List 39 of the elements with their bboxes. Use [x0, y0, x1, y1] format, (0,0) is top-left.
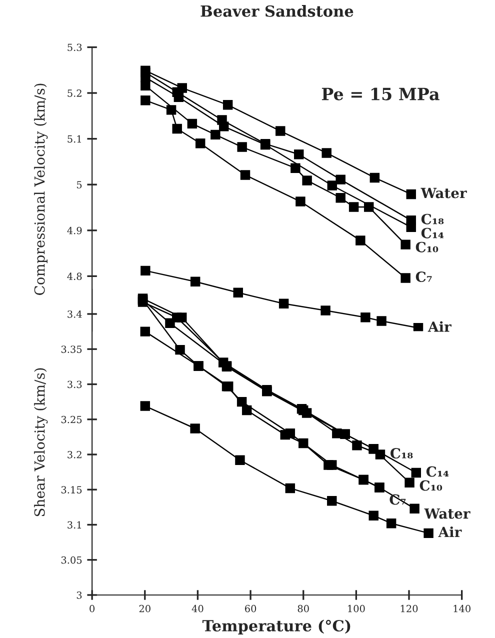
series-label: C₁₀ [420, 480, 442, 491]
x-tick-label: 0 [90, 604, 95, 612]
series-label: Water [424, 508, 470, 519]
x-axis-title: Temperature (°C) [202, 620, 350, 634]
series-label: C₁₈ [390, 448, 413, 459]
y-tick-label: 3.3 [68, 380, 82, 388]
series-label: Air [428, 321, 452, 332]
y-axis-title: Compressional Velocity (km/s) [34, 84, 48, 295]
x-tick-label: 20 [139, 604, 150, 612]
series-label: C₇ [416, 272, 432, 282]
y-tick-label: 4.8 [67, 272, 82, 280]
series-label: C₁₄ [426, 466, 449, 477]
y-tick-label: 5.3 [68, 44, 82, 52]
y-axis-title: Shear Velocity (km/s) [34, 368, 48, 516]
y-tick-label: 3.1 [68, 521, 81, 529]
series-label: C₁₈ [421, 214, 444, 224]
y-tick-label: 4.9 [67, 226, 82, 234]
y-tick-label: 3.35 [61, 346, 82, 353]
y-tick-label: 5.1 [68, 135, 81, 143]
x-tick-label: 40 [192, 604, 204, 612]
series-label: Water [420, 188, 467, 198]
x-tick-label: 80 [298, 604, 309, 612]
x-tick-label: 100 [348, 604, 365, 612]
y-tick-label: 3.15 [61, 486, 82, 494]
x-tick-label: 60 [245, 604, 256, 612]
y-tick-label: 3.2 [68, 450, 82, 458]
y-tick-label: 3.05 [61, 556, 82, 564]
annotation: Pe = 15 MPa [322, 88, 440, 100]
series-label: Air [438, 526, 462, 538]
y-tick-label: 3.4 [68, 310, 82, 318]
y-tick-label: 3 [76, 591, 82, 599]
x-tick-label: 120 [400, 604, 418, 612]
x-tick-label: 140 [454, 604, 470, 612]
series-label: C₁₄ [421, 228, 444, 238]
y-tick-label: 5.2 [68, 89, 82, 97]
y-tick-label: 5 [76, 181, 82, 188]
series-label: C₁₀ [416, 242, 438, 252]
chart-title: Beaver Sandstone [200, 5, 354, 17]
y-tick-label: 3.25 [61, 416, 82, 424]
